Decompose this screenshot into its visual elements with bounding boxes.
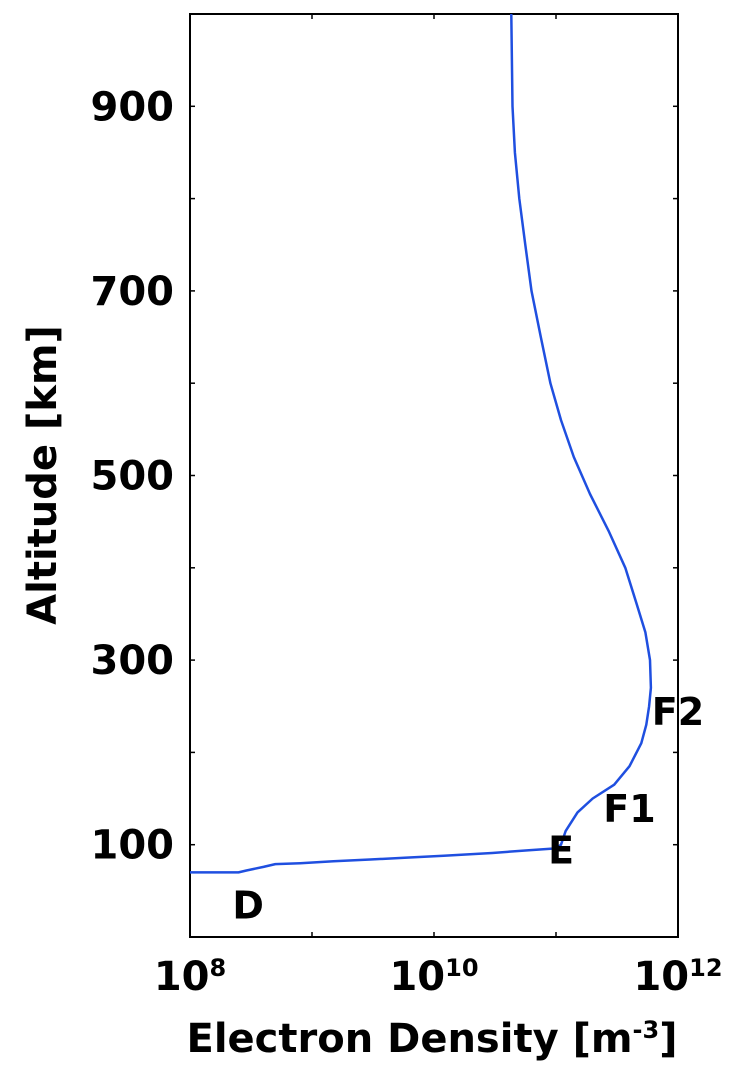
y-tick-label: 100	[91, 823, 175, 869]
electron-density-profile-line	[190, 13, 653, 874]
x-tick-exponent: 12	[689, 954, 722, 982]
y-tick-label: 500	[91, 454, 175, 500]
x-tick-label: 108	[154, 954, 226, 1000]
y-tick-label: 700	[91, 269, 175, 315]
layer-label-e: E	[548, 828, 574, 872]
x-tick-labels: 108 1010 1012	[154, 954, 723, 1000]
x-tick-base: 10	[389, 954, 445, 1000]
x-axis-title-sup: -3	[633, 1016, 660, 1044]
x-tick-exponent: 10	[445, 954, 478, 982]
axis-ticks	[190, 14, 678, 937]
x-axis-title: Electron Density [m-3]	[187, 1016, 678, 1062]
y-tick-label: 900	[91, 84, 175, 130]
y-tick-label: 300	[91, 638, 175, 684]
x-axis-title-main: Electron Density [m	[187, 1016, 633, 1062]
layer-label-f2: F2	[652, 690, 704, 734]
layer-label-d: D	[232, 884, 264, 928]
layer-label-f1: F1	[603, 787, 655, 831]
y-axis-title: Altitude [km]	[20, 325, 66, 625]
layer-labels: D E F1 F2	[232, 690, 704, 928]
x-tick-base: 10	[633, 954, 689, 1000]
x-tick-base: 10	[154, 954, 210, 1000]
x-axis-title-end: ]	[659, 1016, 677, 1062]
x-tick-label: 1012	[633, 954, 722, 1000]
x-tick-label: 1010	[389, 954, 478, 1000]
y-tick-labels: 900 700 500 300 100	[91, 84, 175, 868]
x-tick-exponent: 8	[209, 954, 226, 982]
